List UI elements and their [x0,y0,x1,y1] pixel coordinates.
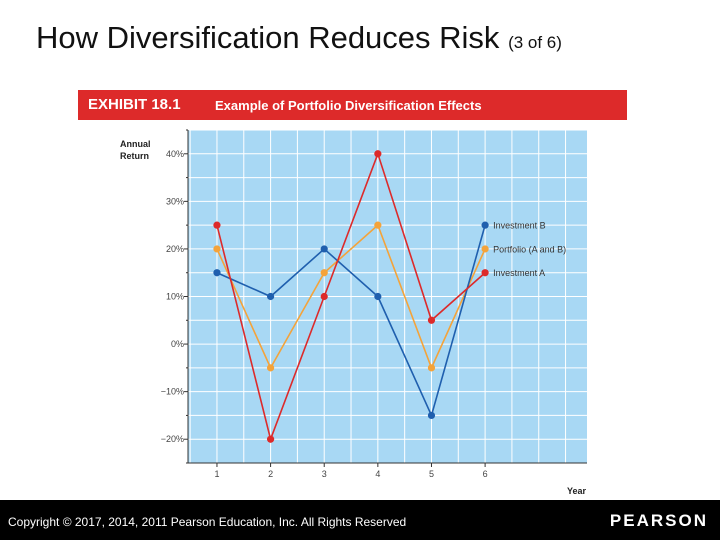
footer-bar: Copyright © 2017, 2014, 2011 Pearson Edu… [0,500,720,540]
x-tick-label: 3 [322,469,327,479]
x-axis-title: Year [567,486,587,496]
x-tick-label: 4 [375,469,380,479]
y-tick-label: 20% [166,244,184,254]
legend-label: Investment B [493,221,546,231]
x-tick-label: 6 [483,469,488,479]
y-tick-label: 30% [166,196,184,206]
pearson-logo: PEARSON [609,511,708,530]
legend-label: Portfolio (A and B) [493,244,566,254]
y-tick-label: −20% [161,434,184,444]
data-point [481,245,489,253]
x-tick-label: 1 [214,469,219,479]
slide-title-sub: (3 of 6) [508,33,562,52]
data-point [320,269,328,277]
data-point [266,435,275,443]
y-tick-label: 40% [166,149,184,159]
data-point [213,245,221,253]
series-line [216,151,486,442]
data-point [266,364,275,372]
data-point [320,245,328,253]
slide-title-main: How Diversification Reduces Risk [36,20,500,55]
data-point [213,269,221,277]
y-axis-title-line-2: Return [120,151,149,161]
data-point [374,221,382,229]
copyright-text: Copyright © 2017, 2014, 2011 Pearson Edu… [8,515,407,529]
data-point [213,221,221,229]
data-point [320,292,328,301]
data-point [374,150,382,158]
data-point [427,364,436,372]
y-tick-label: 0% [171,339,184,349]
series-line [216,223,486,370]
slide-title: How Diversification Reduces Risk (3 of 6… [36,20,562,56]
exhibit-caption: Example of Portfolio Diversification Eff… [215,98,482,113]
line-chart: 40% 30% 20% 10% 0% −10% −20% 1 2 3 4 5 6 Annual Return… [120,129,587,496]
y-tick-label: 10% [166,292,184,302]
x-tick-label: 5 [429,469,434,479]
x-tick-label: 2 [268,469,273,479]
data-point [427,411,436,420]
y-axis-title-line-1: Annual [120,139,151,149]
data-point [427,316,436,324]
data-point [481,221,489,229]
y-tick-label: −10% [161,387,184,397]
legend-label: Investment A [493,268,545,278]
data-point [374,292,382,301]
exhibit-header: EXHIBIT 18.1 Example of Portfolio Divers… [78,90,627,120]
exhibit-number: EXHIBIT 18.1 [88,96,181,113]
series-line [216,224,486,418]
data-point [481,269,489,277]
data-point [266,292,275,301]
